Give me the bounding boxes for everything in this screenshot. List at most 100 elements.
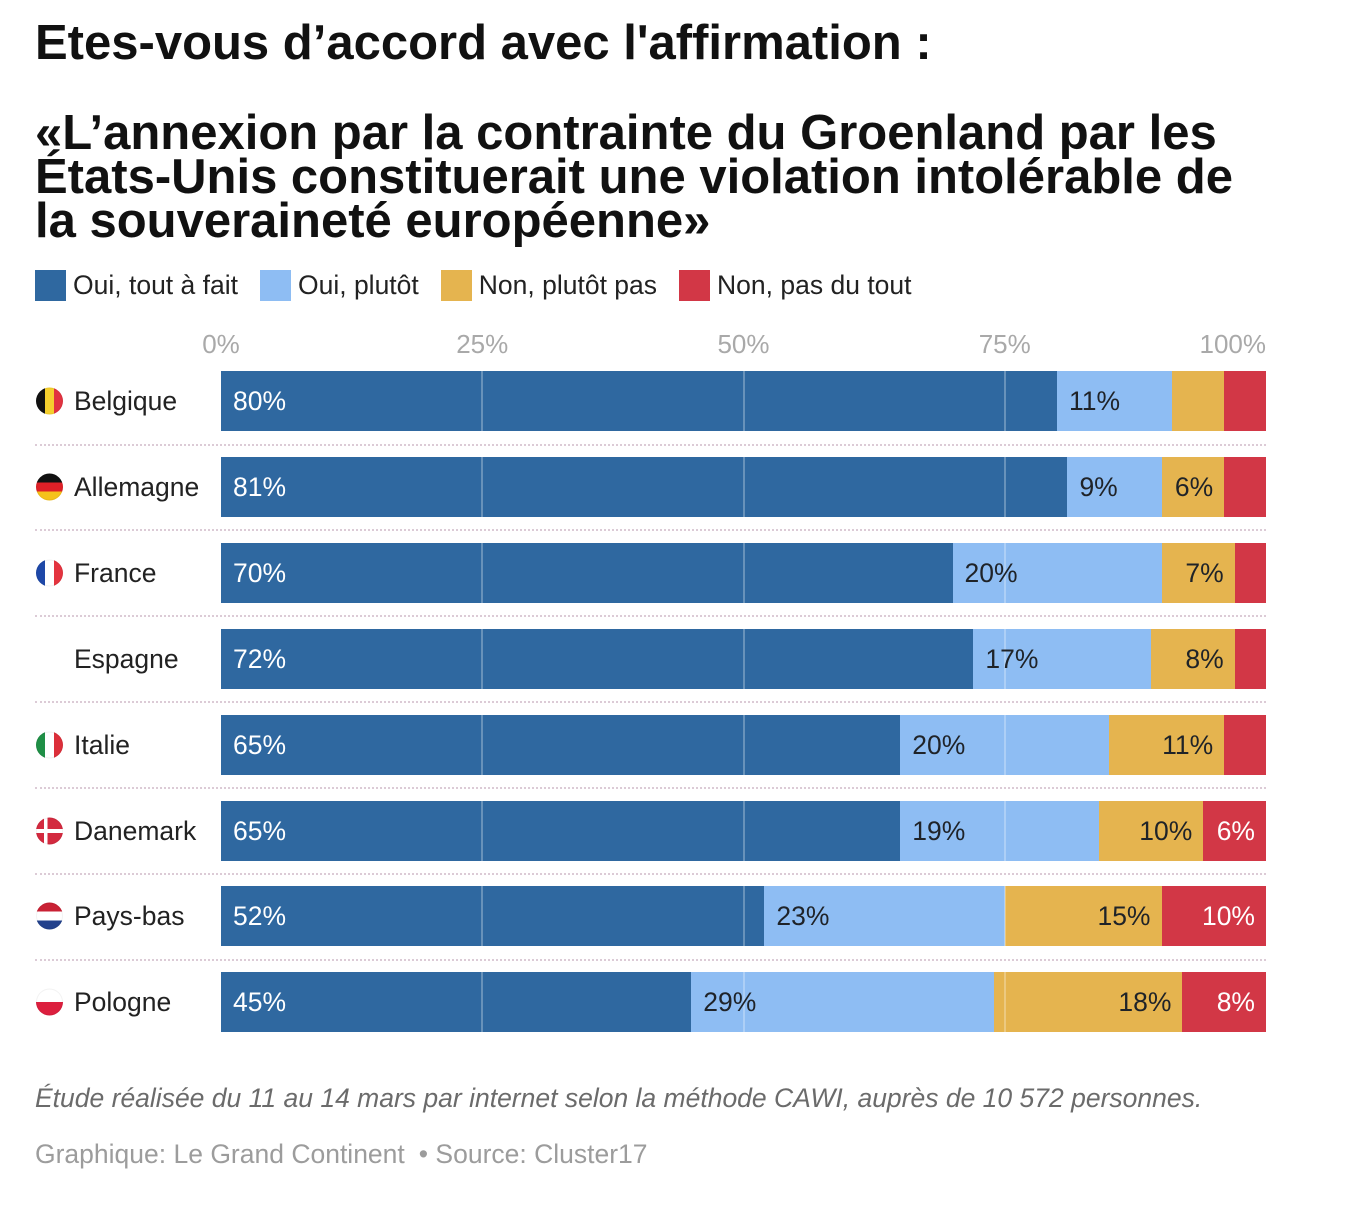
bar-segment [221, 542, 953, 603]
bar-segment [1109, 714, 1224, 775]
bar-segment [221, 886, 764, 947]
bar-segment [691, 972, 994, 1033]
bar-segment [1172, 371, 1224, 431]
data-label: 65% [233, 729, 287, 760]
bar-segment [1235, 542, 1266, 603]
data-label: 11% [1069, 385, 1121, 416]
bar-segment [1067, 456, 1162, 517]
data-label: 8% [1216, 987, 1255, 1018]
category-label: Allemagne [74, 471, 200, 502]
row-separator [35, 787, 1266, 790]
gridline [481, 628, 484, 689]
bar-segment [764, 886, 1005, 947]
source-credit: • Source: Cluster17 [418, 1139, 648, 1169]
row-separator [35, 873, 1266, 875]
bar-segment [1151, 628, 1235, 689]
bar-segment [221, 800, 900, 861]
chart-subtitle-line: la souveraineté européenne» [35, 194, 711, 248]
gridline [1003, 456, 1006, 517]
chart-row: Allemagne 81% 9% 6% [0, 456, 1354, 517]
gridline [481, 972, 484, 1033]
gridline [1003, 371, 1006, 431]
chart-row: Pays-bas 52% 23% 15% 10% [0, 886, 1354, 947]
chart-subtitle-line: «L’annexion par la contrainte du Groenla… [35, 106, 1217, 160]
chart-subtitle: «L’annexion par la contrainte du Groenla… [35, 106, 1233, 248]
netherlands-flag-icon [36, 902, 63, 930]
gridline [481, 456, 484, 517]
x-tick-label: 100% [1199, 329, 1267, 359]
data-label: 72% [233, 643, 287, 674]
gridline [481, 371, 484, 431]
category-label: Belgique [74, 385, 178, 416]
row-separator [35, 958, 1266, 961]
gridline [742, 456, 745, 517]
chart-row: Pologne 45% 29% 18% 8% [0, 972, 1354, 1033]
data-label: 20% [912, 729, 966, 760]
denmark-flag-icon [36, 817, 63, 844]
chart-row: Espagne 72% 17% 8% [0, 628, 1354, 689]
gridline [1003, 886, 1006, 947]
category-label: France [74, 557, 157, 588]
gridline [1003, 800, 1006, 861]
data-label: 52% [233, 901, 287, 932]
category-label: Pays-bas [74, 901, 185, 932]
france-flag-icon [36, 559, 63, 587]
data-label: 6% [1174, 471, 1214, 502]
italy-flag-icon [36, 731, 63, 759]
data-label: 15% [1097, 901, 1151, 932]
legend-swatch [440, 270, 472, 301]
bar-segment [221, 371, 1057, 431]
bar-segment [1224, 714, 1266, 775]
data-label: 10% [1201, 901, 1255, 932]
gridline [481, 886, 484, 947]
data-label: 7% [1185, 557, 1224, 588]
gridline [742, 714, 745, 775]
bar-segment [900, 800, 1099, 861]
credit-line: Graphique: Le Grand Continent • Source: C… [35, 1139, 648, 1169]
legend-swatch [259, 270, 291, 301]
row-separator [35, 529, 1266, 532]
gridline [742, 628, 745, 689]
data-label: 70% [233, 557, 287, 588]
gridline [481, 542, 484, 603]
bar-segment [1005, 886, 1162, 947]
gridline [742, 371, 745, 431]
bar-segment [900, 714, 1109, 775]
chart-title: Etes-vous d’accord avec l'affirmation : [35, 16, 932, 70]
gridline [742, 886, 745, 947]
data-label: 29% [703, 987, 757, 1018]
bar-segment [221, 628, 973, 689]
bar-segment [953, 542, 1162, 603]
bar-segment [973, 628, 1151, 689]
legend-item: Non, plutôt pas [440, 270, 658, 301]
chart-row: Danemark 65% 19% 10% 6% [0, 800, 1354, 861]
bar-segment [221, 456, 1067, 517]
x-tick-label: 75% [978, 329, 1031, 359]
poland-flag-icon [36, 988, 63, 1016]
category-label: Espagne [74, 643, 179, 674]
bar-segment [1162, 886, 1266, 947]
legend: Oui, tout à fait Oui, plutôt Non, plutôt p… [35, 270, 934, 301]
graphic-credit: Graphique: Le Grand Continent [35, 1139, 405, 1169]
data-label: 45% [233, 987, 287, 1018]
data-label: 6% [1216, 815, 1255, 846]
data-label: 11% [1162, 729, 1214, 760]
bar-segment [1162, 542, 1235, 603]
legend-item: Non, pas du tout [679, 270, 912, 301]
germany-flag-icon [36, 473, 63, 501]
methodology-note: Étude réalisée du 11 au 14 mars par inte… [35, 1083, 1203, 1113]
bar-segment [1224, 456, 1266, 517]
bar-segment [1099, 800, 1203, 861]
legend-label: Oui, tout à fait [73, 270, 238, 300]
data-label: 23% [776, 901, 830, 932]
gridline [742, 972, 745, 1033]
data-label: 20% [964, 557, 1018, 588]
bar-segment [221, 714, 900, 775]
bar-segment [1182, 972, 1266, 1033]
row-separator [35, 701, 1266, 704]
data-label: 65% [233, 815, 287, 846]
data-label: 10% [1139, 815, 1193, 846]
category-label: Italie [74, 729, 130, 760]
legend-label: Non, plutôt pas [478, 270, 658, 300]
